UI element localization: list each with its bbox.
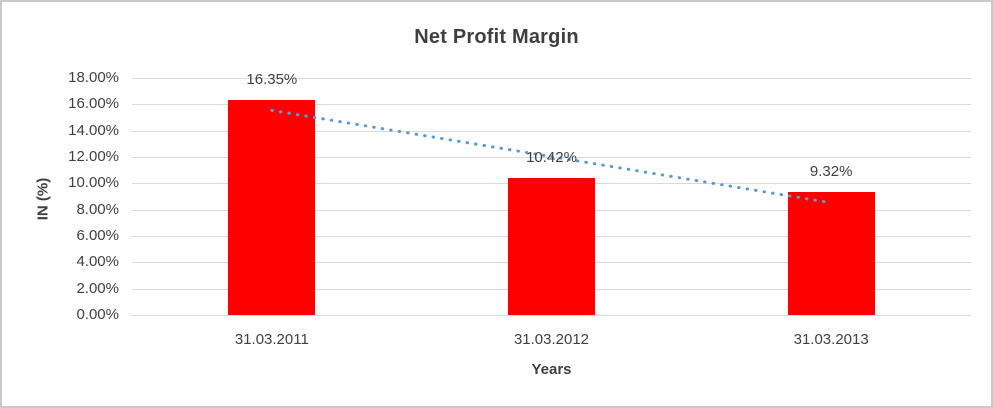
x-axis-tick-label: 31.03.2012 [513, 331, 590, 348]
y-axis-tick-label: 16.00% [68, 95, 119, 113]
bar-value-label: 16.35% [246, 70, 298, 88]
bar-value-label: 10.42% [526, 148, 577, 166]
x-axis-title: Years [531, 361, 572, 378]
gridline [132, 315, 971, 316]
y-axis-tick-label: 8.00% [76, 200, 119, 218]
y-axis-tick-label: 2.00% [76, 279, 119, 297]
bar-31.03.2012 [508, 177, 595, 315]
bar-31.03.2011 [228, 99, 316, 315]
y-axis-tick-label: 18.00% [68, 69, 119, 86]
gridline [132, 104, 971, 106]
y-axis-tick-label: 6.00% [76, 227, 119, 244]
y-axis-tick-label: 10.00% [68, 174, 119, 192]
gridline [132, 78, 971, 79]
chart-title: Net Profit Margin [414, 26, 579, 48]
bar-31.03.2013 [787, 192, 875, 315]
y-axis-tick-label: 0.00% [76, 306, 119, 323]
x-axis-tick-label: 31.03.2013 [793, 331, 869, 348]
bar-value-label: 9.32% [809, 163, 853, 181]
y-axis-tick-label: 14.00% [68, 121, 119, 139]
y-axis-tick-label: 4.00% [76, 253, 119, 271]
x-axis-tick-label: 31.03.2011 [234, 331, 309, 348]
y-axis-tick-label: 12.00% [68, 148, 119, 165]
